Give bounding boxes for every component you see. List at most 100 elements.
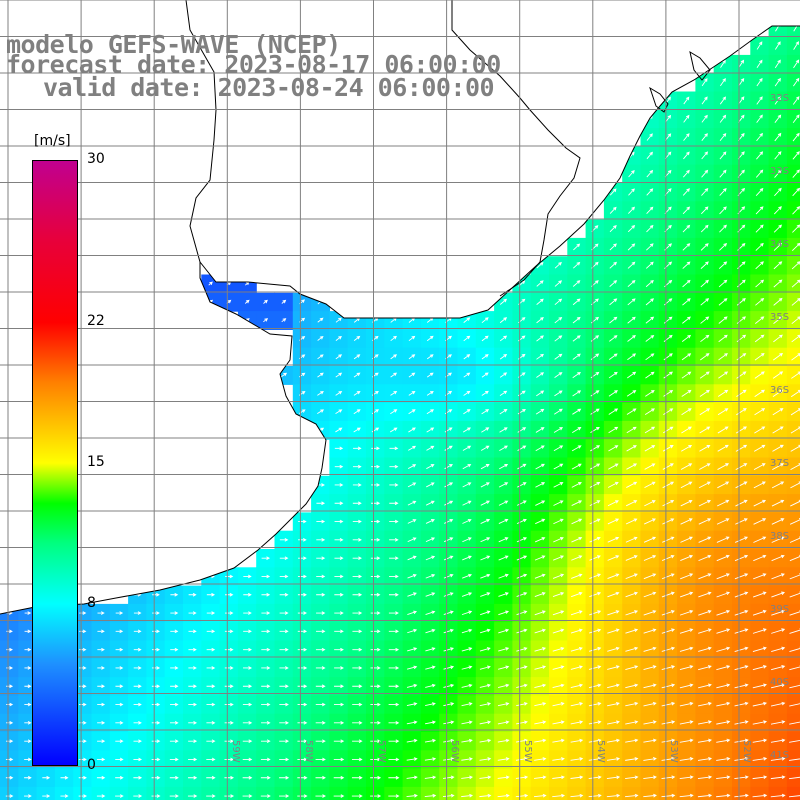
wind-arrow (589, 481, 601, 488)
wind-arrow (535, 408, 545, 415)
wind-arrow (753, 481, 766, 489)
wind-arrow (497, 793, 510, 798)
latitude-label: 32S (770, 93, 790, 104)
wind-arrow (516, 610, 528, 616)
wind-arrow (297, 574, 307, 579)
wind-arrow (188, 757, 198, 762)
wind-arrow (499, 427, 508, 433)
wind-arrow (771, 628, 786, 634)
wind-arrow (406, 702, 418, 707)
wind-speed-cell (786, 457, 800, 477)
wind-arrow (334, 538, 344, 542)
wind-arrow (263, 318, 269, 323)
wind-arrow (408, 354, 416, 360)
wind-arrow (701, 133, 708, 141)
wind-arrow (552, 573, 565, 579)
wind-arrow (716, 720, 731, 725)
wind-arrow (792, 132, 800, 142)
wind-arrow (570, 738, 584, 743)
wind-arrow (644, 408, 655, 415)
wind-arrow (662, 463, 674, 470)
wind-speed-cell (786, 109, 800, 129)
wind-arrow (643, 665, 657, 670)
wind-arrow (479, 702, 492, 707)
wind-arrow (754, 389, 765, 397)
wind-arrow (589, 555, 601, 561)
wind-arrow (625, 738, 639, 743)
wind-arrow (5, 739, 14, 743)
wind-arrow (716, 536, 730, 543)
wind-arrow (717, 408, 729, 416)
wind-arrow (792, 114, 800, 124)
wind-arrow (170, 702, 179, 707)
wind-arrow (771, 573, 785, 580)
wind-arrow (644, 518, 656, 525)
wind-arrow (661, 573, 675, 580)
wind-arrow (261, 647, 271, 652)
wind-arrow (315, 775, 326, 780)
wind-arrow (661, 757, 676, 761)
wind-arrow (517, 463, 527, 470)
wind-arrow (789, 591, 800, 598)
longitude-label: 59W (230, 740, 241, 763)
wind-arrow (735, 463, 748, 470)
wind-speed-cell (786, 237, 800, 257)
wind-arrow (480, 500, 490, 506)
wind-arrow (187, 794, 198, 798)
wind-arrow (499, 372, 508, 378)
wind-arrow (572, 280, 581, 287)
wind-arrow (570, 720, 584, 725)
wind-arrow (297, 702, 308, 707)
wind-arrow (570, 610, 583, 616)
wind-arrow (78, 794, 87, 798)
wind-arrow (607, 591, 620, 598)
wind-speed-cell (786, 622, 800, 642)
wind-arrow (390, 372, 398, 378)
wind-arrow (752, 665, 767, 671)
wind-arrow (756, 77, 763, 87)
wind-arrow (206, 775, 216, 780)
wind-arrow (461, 610, 473, 616)
wind-arrow (734, 701, 749, 707)
wind-speed-cell (768, 786, 788, 800)
wind-arrow (625, 646, 639, 652)
wind-arrow (406, 757, 418, 761)
wind-arrow (115, 666, 124, 670)
wind-arrow (5, 794, 14, 798)
wind-arrow (627, 298, 636, 306)
wind-arrow (643, 573, 657, 580)
wind-arrow (279, 702, 289, 707)
wind-vector-arrows (5, 22, 800, 798)
longitude-label: 56W (449, 740, 460, 763)
wind-arrow (206, 684, 216, 689)
wind-arrow (772, 426, 784, 434)
wind-arrow (773, 261, 783, 270)
wind-arrow (297, 721, 308, 725)
wind-arrow (663, 371, 673, 379)
wind-arrow (625, 591, 638, 598)
wind-arrow (461, 665, 473, 670)
wind-arrow (683, 151, 690, 160)
wind-arrow (590, 408, 600, 415)
wind-arrow (388, 611, 399, 615)
wind-speed-cell (164, 786, 184, 800)
wind-arrow (499, 298, 508, 305)
wind-arrow (792, 151, 800, 160)
wind-arrow (280, 372, 288, 378)
wind-arrow (735, 444, 748, 452)
wind-arrow (753, 444, 766, 452)
wind-arrow (333, 739, 345, 743)
wind-arrow (152, 611, 160, 615)
wind-arrow (752, 646, 767, 652)
wind-arrow (479, 683, 491, 688)
wind-arrow (389, 483, 399, 487)
wind-arrow (297, 629, 308, 634)
wind-arrow (317, 354, 324, 360)
wind-arrow (425, 500, 435, 506)
wind-arrow (297, 775, 308, 780)
wind-arrow (716, 499, 730, 507)
wind-arrow (679, 646, 694, 652)
wind-arrow (734, 573, 749, 580)
wind-arrow (588, 702, 602, 707)
wind-arrow (645, 390, 655, 397)
